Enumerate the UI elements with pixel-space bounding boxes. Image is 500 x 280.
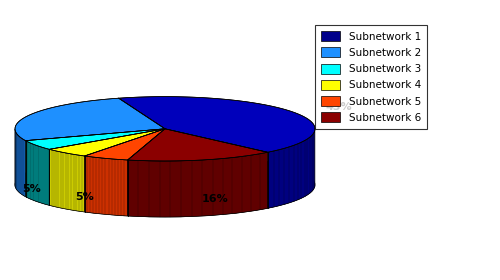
Polygon shape [128, 129, 268, 161]
Polygon shape [118, 97, 315, 152]
Polygon shape [26, 129, 165, 149]
Text: 16%: 16% [202, 194, 228, 204]
Text: 5%: 5% [75, 192, 94, 202]
Ellipse shape [15, 153, 315, 217]
Polygon shape [26, 141, 50, 205]
Polygon shape [50, 149, 84, 212]
Text: 5%: 5% [22, 185, 40, 194]
Polygon shape [268, 130, 315, 208]
Polygon shape [84, 129, 165, 160]
Legend: Subnetwork 1, Subnetwork 2, Subnetwork 3, Subnetwork 4, Subnetwork 5, Subnetwork: Subnetwork 1, Subnetwork 2, Subnetwork 3… [315, 25, 427, 129]
Text: 43%: 43% [326, 102, 352, 112]
Polygon shape [15, 129, 26, 197]
Polygon shape [128, 152, 268, 217]
Polygon shape [15, 98, 165, 141]
Polygon shape [50, 129, 165, 156]
Polygon shape [84, 156, 128, 216]
